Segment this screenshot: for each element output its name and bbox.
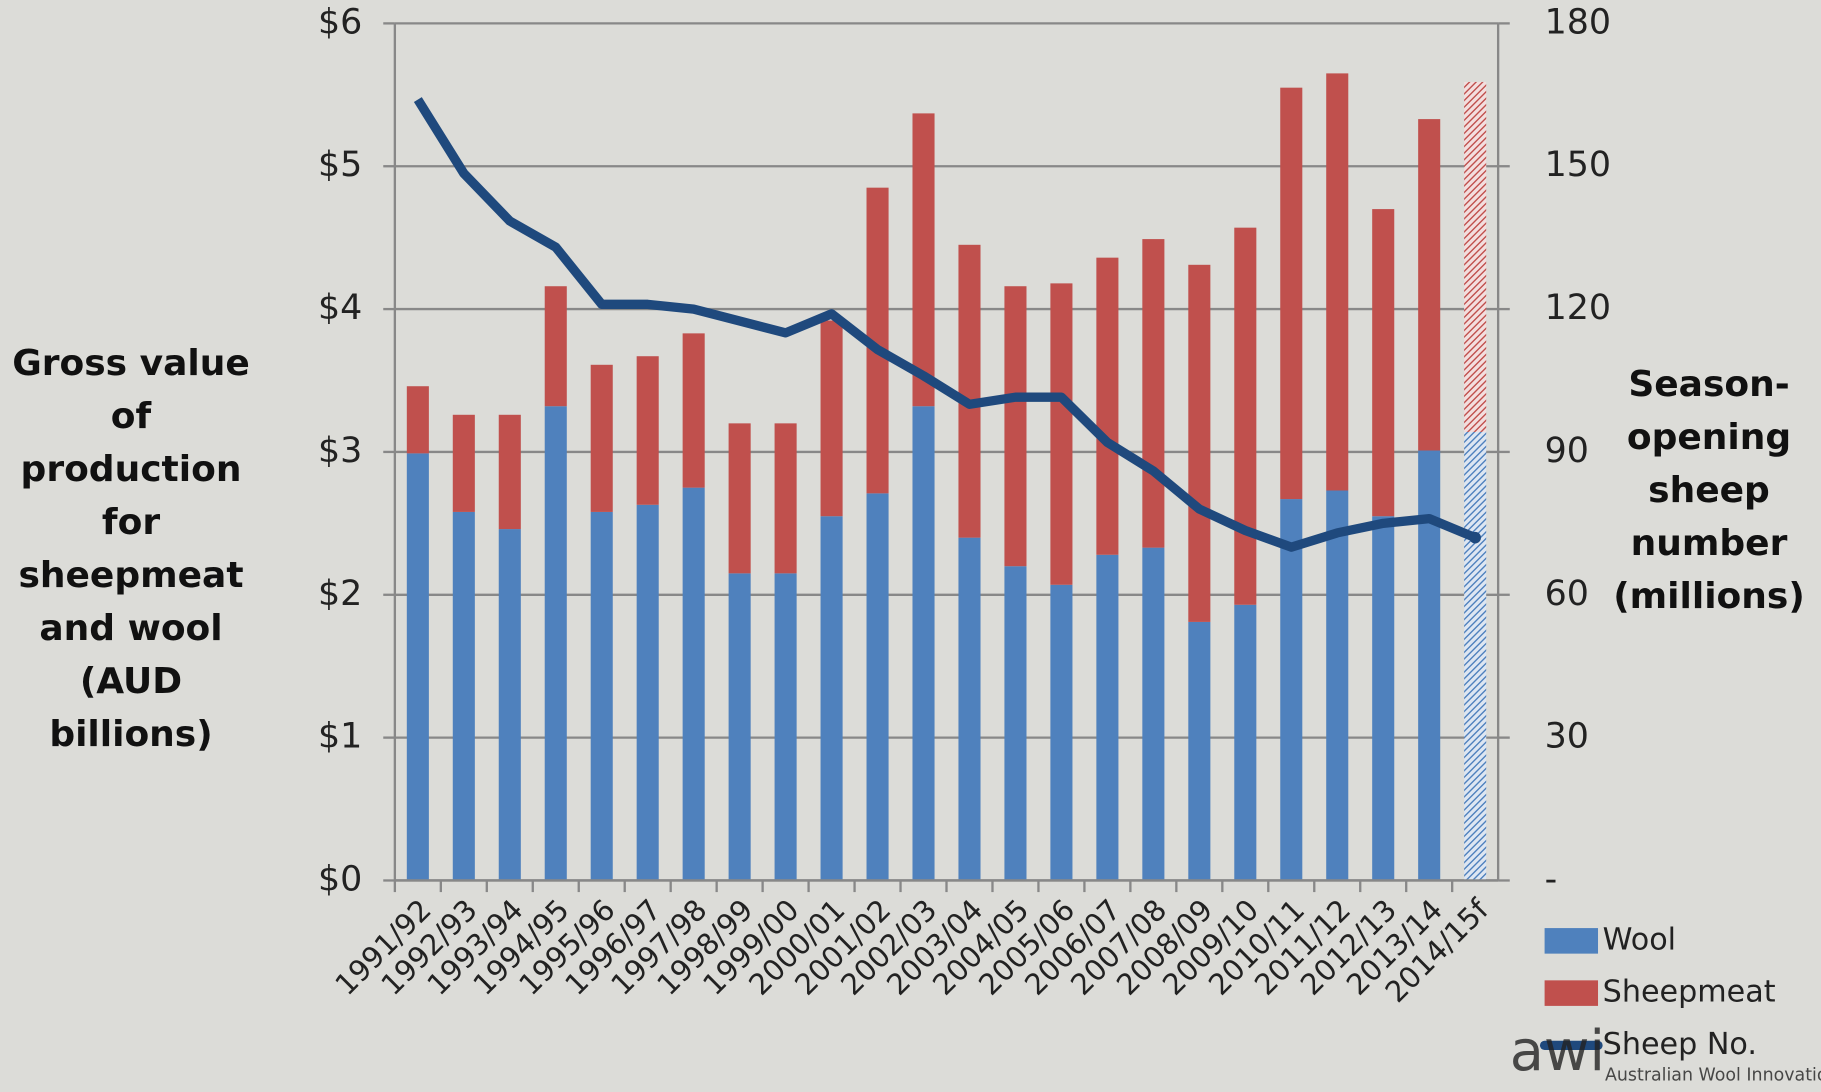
bar — [1142, 547, 1165, 881]
y-tick-label: $6 — [318, 2, 362, 42]
bar — [544, 406, 567, 881]
bar — [866, 493, 889, 881]
bar — [682, 333, 705, 488]
y-tick-label: $0 — [318, 859, 362, 899]
logo-mark: awi — [1510, 1019, 1605, 1084]
bar — [636, 356, 659, 505]
bar — [498, 529, 521, 881]
y2-tick-label: 60 — [1545, 574, 1589, 614]
bar — [820, 516, 843, 881]
bar — [1280, 87, 1303, 500]
bar — [912, 406, 935, 881]
forecast-point — [1469, 531, 1481, 544]
bar — [1326, 490, 1349, 881]
legend-swatch — [1544, 980, 1599, 1006]
bar — [1234, 227, 1257, 605]
bar — [820, 320, 843, 517]
bar — [1096, 257, 1119, 555]
bar — [1050, 584, 1073, 881]
bar — [1004, 566, 1027, 881]
logo-text: Australian Wool Innovation Limited — [1605, 1066, 1821, 1086]
y-tick-label: $1 — [318, 717, 362, 757]
bar — [452, 511, 475, 881]
legend-label: Sheep No. — [1603, 1027, 1757, 1062]
grid — [394, 22, 1499, 882]
y2-tick-label: 120 — [1545, 288, 1611, 328]
bar — [682, 487, 705, 881]
bar — [1280, 499, 1303, 881]
y-axis-title: Gross value of production for sheepmeat … — [12, 343, 250, 755]
bar — [1464, 81, 1487, 432]
y2-tick-label: - — [1545, 859, 1558, 899]
bar — [912, 113, 935, 407]
y-tick-label: $5 — [318, 145, 362, 185]
bar — [774, 423, 797, 574]
bar — [452, 414, 475, 512]
y2-tick-label: 150 — [1545, 145, 1611, 185]
bar — [590, 511, 613, 881]
bar — [1188, 621, 1211, 881]
y-tick-label: $2 — [318, 574, 362, 614]
bar — [774, 573, 797, 881]
line — [413, 97, 1477, 552]
y-tick-label: $4 — [318, 288, 362, 328]
bar — [728, 573, 751, 881]
bar — [1234, 604, 1257, 881]
lines — [413, 97, 1481, 552]
bar — [1418, 119, 1441, 451]
bar — [1004, 286, 1027, 567]
bar — [636, 504, 659, 881]
bar — [1372, 209, 1395, 517]
bar — [1142, 239, 1165, 548]
y-tick-label: $3 — [318, 431, 362, 471]
bar — [406, 386, 429, 454]
bar — [1050, 283, 1073, 585]
bars — [406, 73, 1487, 881]
bar — [1188, 264, 1211, 622]
y2-tick-label: 30 — [1545, 717, 1589, 757]
bar — [728, 423, 751, 574]
bar — [1326, 73, 1349, 491]
y2-tick-label: 180 — [1545, 2, 1611, 42]
bar — [1464, 431, 1487, 881]
bar — [544, 286, 567, 407]
legend-swatch — [1544, 928, 1599, 954]
bar — [1372, 516, 1395, 881]
bar — [958, 244, 981, 538]
legend-label: Wool — [1603, 922, 1676, 957]
bar — [590, 364, 613, 512]
bar — [866, 187, 889, 494]
bar — [406, 453, 429, 881]
bar — [1418, 450, 1441, 881]
legend: Wool Sheepmeat Sheep No. — [1539, 922, 1776, 1062]
bar — [1096, 554, 1119, 881]
y2-tick-label: 90 — [1545, 431, 1589, 471]
legend-label: Sheepmeat — [1603, 975, 1776, 1010]
y2-axis-title: Season-opening sheep number (millions) — [1613, 364, 1805, 617]
bar — [498, 414, 521, 530]
bar — [958, 537, 981, 881]
